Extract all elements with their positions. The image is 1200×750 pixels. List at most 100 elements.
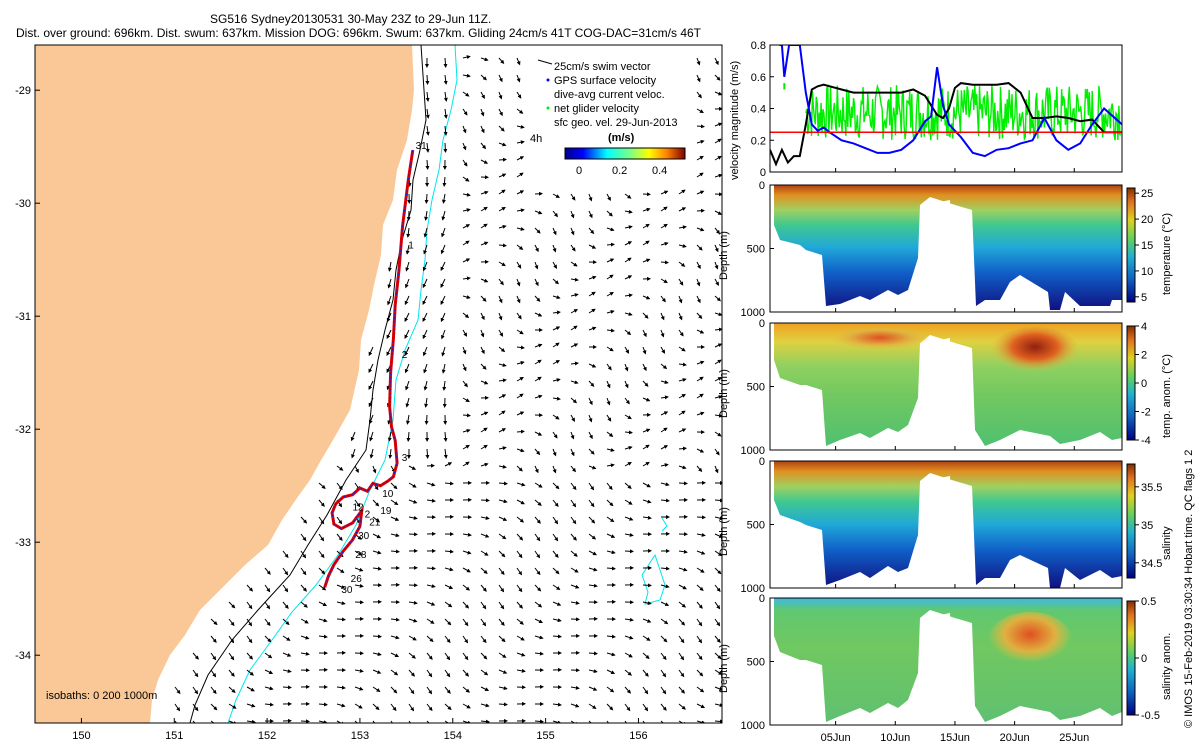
- velocity-vector: [516, 516, 525, 523]
- land-mass: [35, 45, 414, 723]
- velocity-vector: [642, 499, 652, 504]
- velocity-vector: [696, 329, 705, 334]
- velocity-vector: [462, 295, 471, 299]
- velocity-vector: [624, 652, 633, 658]
- map-xtick-label: 152: [258, 730, 276, 742]
- velocity-vector: [228, 635, 235, 644]
- velocity-vector: [318, 618, 328, 623]
- salinity-gap: [925, 476, 952, 588]
- velocity-vector: [642, 583, 652, 588]
- legend-swim-vector-mark: [537, 59, 553, 65]
- velocity-vector: [318, 584, 327, 591]
- velocity-vector: [246, 719, 256, 723]
- colorbar-tick-label: 20: [1141, 214, 1153, 226]
- velocity-vector: [570, 343, 579, 348]
- velocity-vector: [498, 635, 506, 643]
- velocity-vector: [390, 617, 400, 622]
- velocity-vector: [660, 278, 668, 284]
- track-day-label: 21: [369, 517, 381, 528]
- velocity-vector: [442, 176, 447, 187]
- velocity-vector: [498, 243, 507, 248]
- velocity-vector: [714, 261, 719, 270]
- velocity-vector: [516, 208, 525, 213]
- velocity-vector: [426, 703, 433, 712]
- map-longitude-ticks: 150 151 152 153 154 155 156: [72, 718, 648, 742]
- colorbar-tick-label: 34.5: [1141, 558, 1162, 570]
- velocity-vector: [696, 601, 703, 609]
- velocity-vector: [678, 465, 687, 470]
- map-colorbar-tick-2: 0.4: [652, 165, 667, 177]
- velocity-vector: [354, 465, 359, 474]
- velocity-vector: [480, 312, 485, 321]
- velocity-vector: [714, 533, 722, 538]
- velocity-vector: [443, 57, 448, 68]
- velocity-vector: [696, 584, 704, 591]
- velocity-vector: [404, 329, 410, 339]
- velocity-y-ticks: 0 0.2 0.4 0.6 0.8: [751, 40, 774, 179]
- velocity-vector: [350, 431, 356, 442]
- velocity-vector: [516, 74, 521, 83]
- date-tick-label: 15Jun: [940, 732, 970, 744]
- temp-anomaly-colorbar-label: temp. anom. (°C): [1161, 354, 1173, 438]
- velocity-vector: [552, 533, 559, 542]
- velocity-vector: [552, 261, 557, 269]
- velocity-vector: [660, 190, 669, 195]
- velocity-vector: [534, 719, 544, 723]
- velocity-vector: [534, 278, 539, 287]
- velocity-vector: [606, 242, 615, 247]
- velocity-vector: [368, 380, 374, 390]
- velocity-ytick-label: 0.6: [751, 72, 766, 84]
- track-day-label: 26: [351, 574, 363, 585]
- velocity-vector: [426, 669, 433, 678]
- velocity-vector: [264, 702, 274, 707]
- map-xtick-label: 155: [536, 730, 554, 742]
- track-day-label: 31: [416, 141, 428, 152]
- velocity-vector: [696, 155, 704, 161]
- temp-anomaly-gap: [925, 338, 952, 450]
- velocity-vector: [606, 482, 613, 491]
- velocity-vector: [660, 363, 668, 370]
- velocity-vector: [336, 584, 346, 589]
- map-colorbar-bar: [564, 147, 686, 160]
- velocity-vector: [696, 703, 706, 709]
- velocity-vector: [318, 482, 326, 489]
- velocity-vector: [192, 652, 199, 660]
- salinity-anomaly-colorbar-ticks: -0.5 0 0.5: [1135, 596, 1160, 722]
- velocity-vector: [405, 414, 410, 425]
- velocity-vector: [498, 378, 507, 383]
- velocity-vector: [570, 361, 579, 366]
- colorbar-tick-label: 35.5: [1141, 482, 1162, 494]
- date-tick-label: 20Jun: [1000, 732, 1030, 744]
- velocity-vector: [462, 652, 469, 661]
- velocity-vector: [606, 397, 611, 406]
- velocity-vector: [354, 668, 364, 673]
- velocity-vector: [642, 444, 650, 450]
- salinity-colorbar: [1126, 463, 1136, 579]
- velocity-vector: [660, 584, 670, 589]
- velocity-vector: [660, 445, 669, 450]
- velocity-vector: [440, 244, 446, 255]
- velocity-vector: [588, 686, 598, 691]
- velocity-vector: [498, 652, 507, 658]
- colorbar-tick-label: 5: [1141, 292, 1147, 304]
- velocity-vector: [246, 618, 253, 627]
- velocity-vector: [462, 176, 470, 182]
- velocity-vector: [404, 346, 410, 357]
- velocity-vector: [480, 142, 487, 150]
- velocity-ytick-label: 0.8: [751, 40, 766, 52]
- velocity-vector: [624, 225, 633, 230]
- velocity-vector: [678, 346, 686, 352]
- velocity-vector: [228, 618, 235, 627]
- velocity-vector: [228, 703, 237, 709]
- velocity-vector: [498, 74, 503, 83]
- velocity-vector: [624, 720, 627, 723]
- velocity-vector: [441, 227, 446, 238]
- velocity-vector: [387, 261, 392, 272]
- velocity-vector: [516, 668, 526, 673]
- velocity-vector: [390, 499, 399, 506]
- velocity-vector: [498, 295, 503, 304]
- temp-anomaly-y-ticks: 0 500 1000: [741, 318, 774, 457]
- velocity-vector: [534, 312, 543, 317]
